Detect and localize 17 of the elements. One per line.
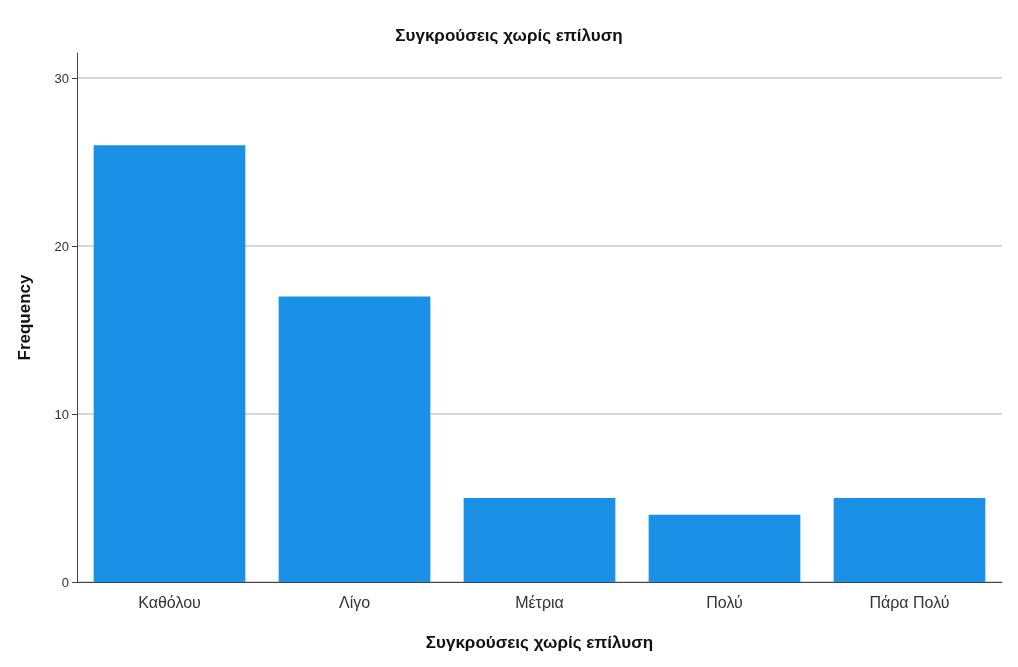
- y-tick-label: 0: [61, 574, 69, 590]
- bar: [93, 145, 246, 582]
- chart-title: Συγκρούσεις χωρίς επίλυση: [395, 26, 623, 45]
- x-tick-label: Πολύ: [706, 593, 743, 611]
- x-tick-label: Μέτρια: [515, 593, 564, 611]
- x-tick-label: Πάρα Πολύ: [869, 593, 950, 611]
- y-tick-label: 30: [54, 70, 69, 86]
- bar: [463, 498, 616, 582]
- y-tick-label: 10: [54, 406, 69, 422]
- y-tick-label: 20: [54, 238, 69, 254]
- x-tick-label: Καθόλου: [138, 593, 201, 611]
- y-axis-title: Frequency: [15, 273, 34, 361]
- bar: [833, 498, 986, 582]
- x-tick-label: Λίγο: [338, 593, 371, 611]
- bar: [278, 296, 431, 582]
- bar: [648, 514, 801, 582]
- x-axis-title: Συγκρούσεις χωρίς επίλυση: [425, 633, 654, 652]
